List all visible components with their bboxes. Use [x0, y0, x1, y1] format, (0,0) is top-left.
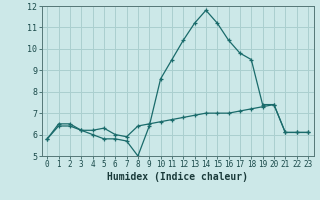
X-axis label: Humidex (Indice chaleur): Humidex (Indice chaleur) — [107, 172, 248, 182]
